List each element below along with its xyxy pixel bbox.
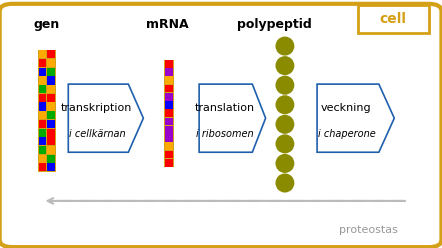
Polygon shape xyxy=(69,84,143,152)
Bar xyxy=(164,60,174,167)
Bar xyxy=(165,126,173,134)
Bar xyxy=(39,102,46,111)
Bar xyxy=(39,137,46,145)
Bar xyxy=(39,111,46,119)
Text: proteostas: proteostas xyxy=(339,225,398,235)
Bar xyxy=(165,85,173,93)
Bar xyxy=(47,94,54,102)
Text: polypeptid: polypeptid xyxy=(237,18,312,31)
Bar xyxy=(39,85,46,93)
Text: i cellkärnan: i cellkärnan xyxy=(69,129,125,139)
Bar xyxy=(165,134,173,142)
FancyBboxPatch shape xyxy=(358,5,429,33)
Text: gen: gen xyxy=(34,18,60,31)
Bar xyxy=(39,146,46,154)
Text: i chaperone: i chaperone xyxy=(317,129,375,139)
Bar xyxy=(39,76,46,85)
Text: transkription: transkription xyxy=(61,103,133,113)
Ellipse shape xyxy=(275,95,294,114)
Bar xyxy=(39,50,46,59)
Bar xyxy=(47,128,54,137)
Ellipse shape xyxy=(275,76,294,95)
Bar xyxy=(47,146,54,154)
Bar xyxy=(165,151,173,158)
Polygon shape xyxy=(317,84,394,152)
Bar xyxy=(165,60,173,68)
Ellipse shape xyxy=(275,134,294,154)
Text: i ribosomen: i ribosomen xyxy=(195,129,253,139)
Bar xyxy=(165,142,173,150)
Bar xyxy=(47,50,54,59)
Bar xyxy=(39,128,46,137)
Bar xyxy=(38,50,56,172)
Bar xyxy=(39,120,46,128)
Bar xyxy=(47,59,54,67)
Ellipse shape xyxy=(275,115,294,134)
Bar xyxy=(165,93,173,101)
Polygon shape xyxy=(199,84,266,152)
Bar xyxy=(47,85,54,93)
Text: cell: cell xyxy=(380,12,407,26)
Bar xyxy=(47,120,54,128)
Bar xyxy=(165,118,173,125)
Bar xyxy=(47,76,54,85)
Ellipse shape xyxy=(275,36,294,56)
Ellipse shape xyxy=(275,154,294,173)
Bar xyxy=(39,59,46,67)
Bar xyxy=(47,102,54,111)
Bar xyxy=(47,163,54,171)
Text: veckning: veckning xyxy=(321,103,372,113)
Bar xyxy=(39,94,46,102)
Bar xyxy=(165,109,173,117)
Bar xyxy=(165,159,173,167)
Bar xyxy=(47,111,54,119)
Bar xyxy=(39,155,46,163)
Bar xyxy=(47,68,54,76)
Bar xyxy=(47,137,54,145)
Bar xyxy=(165,101,173,109)
Text: translation: translation xyxy=(194,103,255,113)
Ellipse shape xyxy=(275,56,294,75)
Bar xyxy=(39,68,46,76)
Bar xyxy=(47,155,54,163)
Bar xyxy=(165,68,173,76)
Bar xyxy=(39,163,46,171)
Bar xyxy=(165,76,173,84)
Text: mRNA: mRNA xyxy=(145,18,188,31)
Ellipse shape xyxy=(275,173,294,192)
